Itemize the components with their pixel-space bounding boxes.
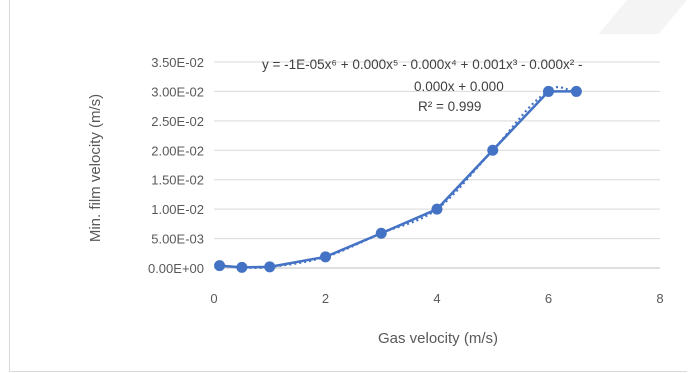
y-tick-label: 2.00E-02: [151, 143, 204, 158]
data-point: [320, 251, 331, 263]
data-point: [487, 144, 499, 156]
data-point: [431, 203, 443, 215]
x-tick-label: 8: [656, 291, 663, 306]
trendline-r-squared: R² = 0.999: [418, 99, 481, 114]
x-tick-label: 4: [433, 291, 440, 306]
y-tick-label: 2.50E-02: [151, 114, 204, 129]
x-tick-label: 0: [210, 291, 217, 306]
y-tick-label: 1.50E-02: [151, 173, 204, 188]
y-tick-labels: 0.00E+00 5.00E-03 1.00E-02 1.50E-02 2.00E-02…: [148, 55, 204, 276]
x-tick-label: 2: [322, 291, 329, 306]
y-tick-label: 3.50E-02: [151, 55, 204, 70]
data-point: [264, 261, 276, 273]
y-tick-label: 0.00E+00: [148, 261, 204, 276]
y-tick-label: 1.00E-02: [151, 202, 204, 217]
data-point: [543, 85, 554, 97]
x-tick-label: 6: [545, 291, 552, 306]
data-point: [236, 261, 248, 273]
trendline-equation-line-1: y = -1E-05x⁶ + 0.000x⁵ - 0.000x⁴ + 0.001…: [262, 57, 583, 72]
y-axis-title: Min. film velocity (m/s): [87, 94, 104, 242]
y-tick-label: 5.00E-03: [151, 232, 204, 247]
trendline-equation-line-2: 0.000x + 0.000: [414, 79, 504, 94]
series-group: [214, 85, 582, 273]
data-point: [214, 260, 226, 272]
trendline-group: [219, 85, 577, 269]
x-axis-title: Gas velocity (m/s): [378, 330, 498, 347]
data-point: [570, 85, 582, 97]
data-point: [375, 227, 387, 239]
y-tick-label: 3.00E-02: [151, 84, 204, 99]
x-tick-labels: 0 2 4 6 8: [210, 291, 663, 306]
trendline-path: [219, 85, 577, 269]
chart-frame: [9, 0, 687, 372]
